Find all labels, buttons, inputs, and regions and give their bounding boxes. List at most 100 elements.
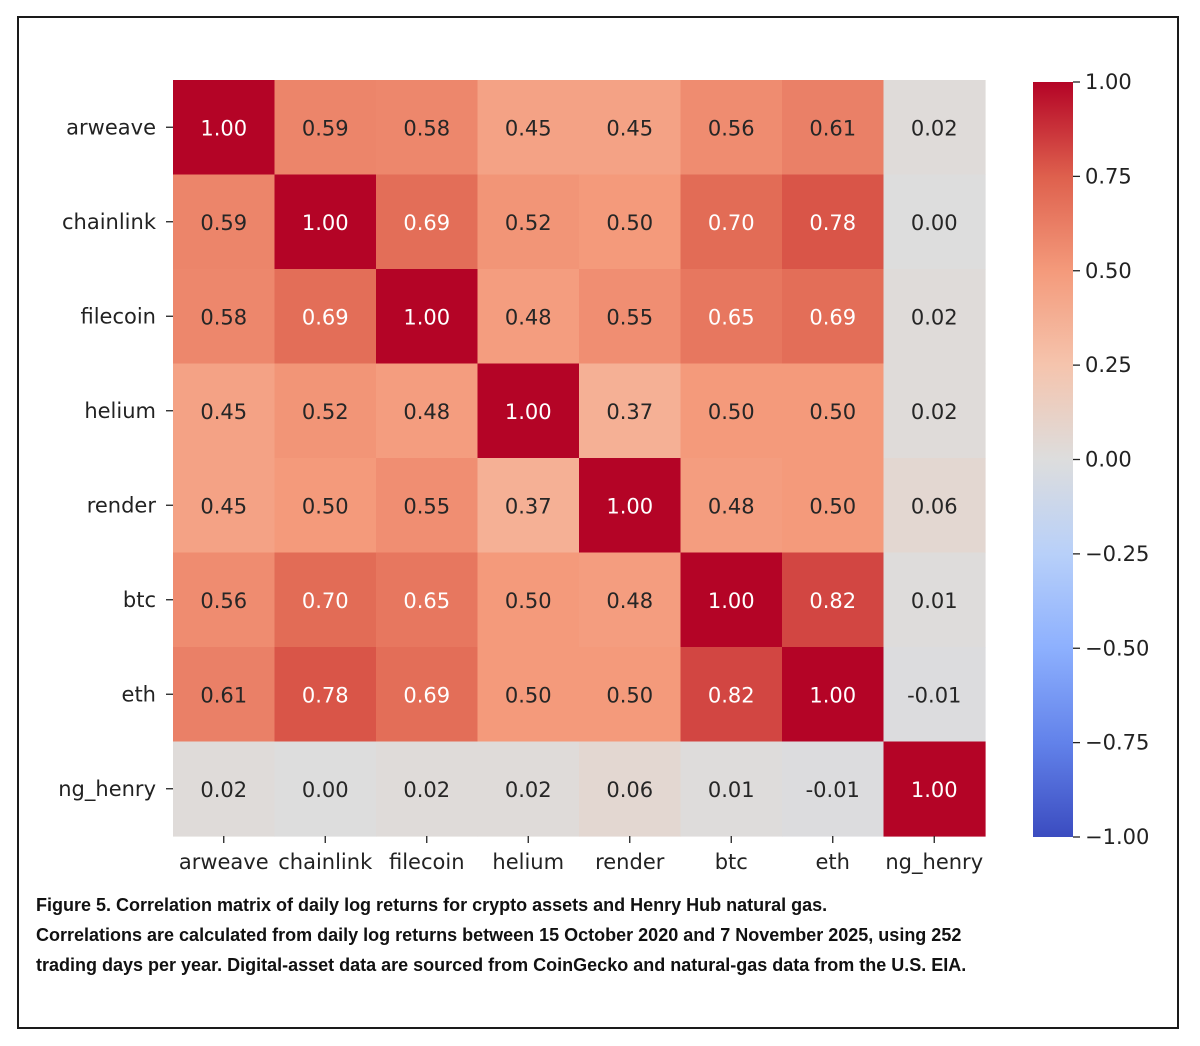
- heatmap-cell: [477, 647, 580, 743]
- colorbar: 1.00 0.75 0.50 0.25 0.00 −0.25 −0.50 −0.75 −1.00: [1033, 70, 1149, 849]
- colorbar-tick-label: 0.00: [1085, 448, 1132, 472]
- heatmap-cell: [680, 80, 783, 176]
- heatmap-cell: [680, 363, 783, 459]
- y-tick-label: filecoin: [80, 304, 156, 328]
- heatmap-cell: [883, 80, 986, 176]
- heatmap-cell: [477, 363, 580, 459]
- heatmap-cell: [274, 363, 377, 459]
- cell-value-label: 1.00: [505, 400, 552, 424]
- cell-value-label: 0.82: [809, 589, 856, 613]
- x-tick-label: btc: [715, 850, 748, 874]
- cell-value-label: 0.45: [200, 400, 247, 424]
- cell-value-label: 0.78: [302, 683, 349, 707]
- y-tick-label: chainlink: [62, 210, 157, 234]
- heatmap-cell: [173, 269, 276, 365]
- heatmap-cell: [274, 174, 377, 270]
- heatmap-cell: [173, 552, 276, 648]
- heatmap-cell: [680, 647, 783, 743]
- heatmap-cell: [883, 363, 986, 459]
- heatmap-cell: [376, 647, 479, 743]
- heatmap-cell-labels: 1.00 0.59 0.58 0.45 0.45 0.56 0.61 0.02 0.59 1.00…: [200, 116, 961, 802]
- heatmap-cell: [883, 552, 986, 648]
- cell-value-label: 0.48: [606, 589, 653, 613]
- heatmap-cell: [680, 552, 783, 648]
- heatmap-cell: [680, 458, 783, 554]
- heatmap-cell: [883, 174, 986, 270]
- cell-value-label: 0.56: [708, 116, 755, 140]
- caption-line-3: trading days per year. Digital-asset dat…: [36, 955, 967, 975]
- colorbar-tick-label: 0.75: [1085, 164, 1132, 188]
- heatmap-cell: [173, 458, 276, 554]
- cell-value-label: 0.58: [403, 116, 450, 140]
- heatmap-cell: [173, 647, 276, 743]
- heatmap-cell: [477, 741, 580, 837]
- heatmap-cell: [274, 80, 377, 176]
- heatmap-cell: [477, 458, 580, 554]
- heatmap-cell: [782, 174, 885, 270]
- y-tick-label: render: [87, 493, 157, 517]
- colorbar-tick-label: 0.25: [1085, 353, 1132, 377]
- heatmap-cell: [680, 174, 783, 270]
- colorbar-tick-label: 1.00: [1085, 70, 1132, 94]
- colorbar-tick-label: −0.25: [1085, 542, 1149, 566]
- cell-value-label: 0.52: [505, 211, 552, 235]
- heatmap-cell: [579, 269, 682, 365]
- cell-value-label: 0.48: [403, 400, 450, 424]
- heatmap-cell: [274, 647, 377, 743]
- heatmap-cell: [782, 269, 885, 365]
- cell-value-label: 0.59: [200, 211, 247, 235]
- heatmap-cell: [680, 269, 783, 365]
- y-axis: arweave chainlink filecoin helium render btc e…: [58, 115, 173, 802]
- heatmap-cell: [782, 458, 885, 554]
- cell-value-label: 0.48: [505, 305, 552, 329]
- heatmap-cell: [274, 552, 377, 648]
- heatmap-cell: [782, 80, 885, 176]
- heatmap-cell: [173, 80, 276, 176]
- cell-value-label: 0.69: [403, 211, 450, 235]
- heatmap-cell: [782, 741, 885, 837]
- cell-value-label: 0.65: [403, 589, 450, 613]
- heatmap-cell: [883, 741, 986, 837]
- cell-value-label: 0.69: [302, 305, 349, 329]
- cell-value-label: 0.82: [708, 683, 755, 707]
- heatmap-cell: [274, 269, 377, 365]
- cell-value-label: 0.61: [200, 683, 247, 707]
- colorbar-tick-label: 0.50: [1085, 259, 1132, 283]
- heatmap-cell: [579, 741, 682, 837]
- cell-value-label: 1.00: [403, 305, 450, 329]
- cell-value-label: 1.00: [809, 683, 856, 707]
- heatmap-cell: [376, 174, 479, 270]
- heatmap-cell: [173, 741, 276, 837]
- heatmap-cell: [680, 741, 783, 837]
- x-tick-label: ng_henry: [885, 850, 983, 875]
- cell-value-label: 0.70: [302, 589, 349, 613]
- cell-value-label: 0.50: [606, 683, 653, 707]
- cell-value-label: 0.50: [302, 494, 349, 518]
- colorbar-gradient: [1033, 82, 1073, 837]
- heatmap-cell: [579, 80, 682, 176]
- heatmap-cell: [579, 647, 682, 743]
- cell-value-label: 0.37: [505, 494, 552, 518]
- x-tick-label: render: [595, 850, 665, 874]
- heatmap-cell: [477, 174, 580, 270]
- heatmap-cell: [376, 80, 479, 176]
- cell-value-label: 0.45: [505, 116, 552, 140]
- cell-value-label: 0.02: [505, 778, 552, 802]
- heatmap-cell: [883, 269, 986, 365]
- figure-caption: Figure 5. Correlation matrix of daily lo…: [36, 890, 1166, 980]
- cell-value-label: 0.55: [403, 494, 450, 518]
- heatmap-cells: [173, 80, 986, 837]
- cell-value-label: 0.59: [302, 116, 349, 140]
- cell-value-label: 0.01: [911, 589, 958, 613]
- correlation-heatmap: 1.00 0.59 0.58 0.45 0.45 0.56 0.61 0.02 0.59 1.00…: [58, 70, 1149, 875]
- y-tick-label: btc: [123, 588, 156, 612]
- cell-value-label: 0.50: [809, 400, 856, 424]
- cell-value-label: 0.58: [200, 305, 247, 329]
- cell-value-label: 0.61: [809, 116, 856, 140]
- cell-value-label: 0.48: [708, 494, 755, 518]
- cell-value-label: 0.06: [911, 494, 958, 518]
- heatmap-cell: [782, 647, 885, 743]
- cell-value-label: 0.52: [302, 400, 349, 424]
- y-tick-label: eth: [122, 682, 156, 706]
- y-tick-label: helium: [84, 399, 156, 423]
